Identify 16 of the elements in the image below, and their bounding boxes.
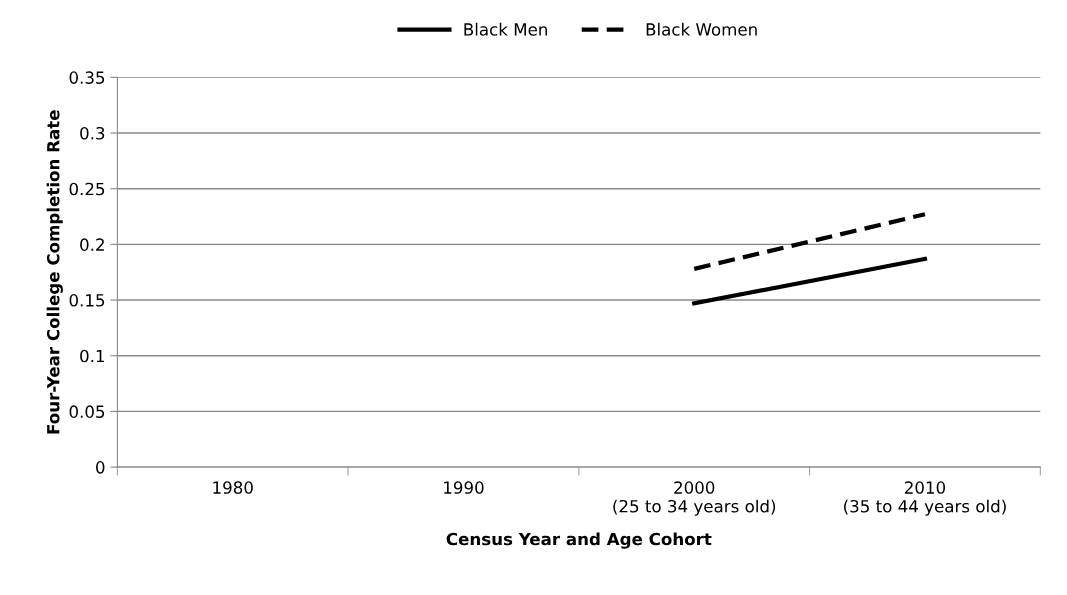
y-tick-label: 0.2 — [80, 238, 104, 251]
legend-label: Black Women — [646, 22, 757, 36]
y-tick-label: 0.1 — [80, 349, 105, 363]
y-axis-title: Four-Year College Completion Rate — [46, 110, 63, 434]
y-tick-label: 0.25 — [69, 182, 105, 196]
y-tick-label: 0.05 — [69, 405, 105, 418]
y-tick-label: 0.3 — [80, 126, 105, 140]
x-axis-title: Census Year and Age Cohort — [446, 532, 712, 549]
y-tick-label: 0 — [96, 461, 105, 474]
x-tick-label: 2010 (35 to 44 years old) — [844, 481, 1006, 516]
x-tick-label: 1980 — [213, 481, 253, 494]
y-tick-label: 0.15 — [69, 294, 105, 307]
legend-label: Black Men — [464, 22, 547, 36]
x-tick-label: 2000 (25 to 34 years old) — [613, 481, 776, 516]
x-tick-label: 1990 — [444, 481, 484, 494]
y-tick-label: 0.35 — [69, 71, 105, 84]
